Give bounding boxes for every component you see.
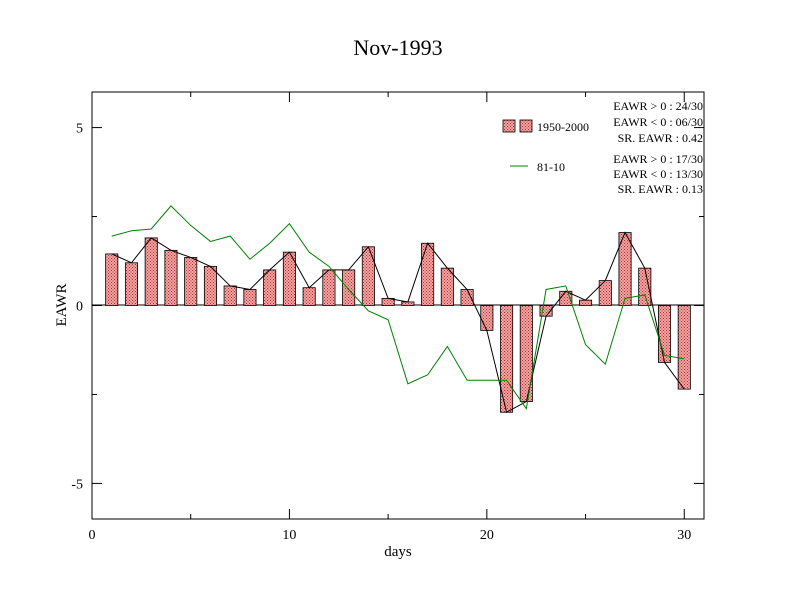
stats-group-1: EAWR > 0 : 24/30 EAWR < 0 : 06/30 SR. EA… (613, 99, 703, 145)
bar-day-14 (361, 246, 375, 306)
stat-81-10-negative: EAWR < 0 : 13/30 (613, 167, 703, 181)
bar-day-1 (105, 253, 119, 306)
bar-day-17 (421, 242, 435, 306)
legend-label-81-10: 81-10 (537, 160, 565, 174)
x-tick-label: 30 (677, 528, 691, 543)
bar-day-9 (263, 269, 277, 306)
y-tick-label: 5 (76, 122, 83, 137)
bar-day-4 (164, 249, 178, 306)
x-tick-label: 20 (480, 528, 494, 543)
bar-day-6 (203, 265, 217, 306)
bar-day-16 (401, 301, 415, 306)
stat-1950-2000-negative: EAWR < 0 : 06/30 (613, 115, 703, 129)
x-axis-label: days (384, 544, 412, 560)
bar-day-3 (144, 237, 158, 306)
bar-day-2 (124, 262, 139, 306)
bar-day-12 (322, 269, 336, 306)
legend-label-1950-2000: 1950-2000 (537, 120, 589, 134)
bar-series-connector (111, 231, 685, 413)
y-tick-label: -5 (71, 477, 83, 492)
bar-day-18 (440, 267, 454, 306)
y-axis-label: EAWR (54, 284, 70, 327)
bar-day-30 (677, 305, 691, 390)
y-tick-label: 0 (76, 300, 83, 315)
legend: 1950-2000 81-10 (502, 119, 589, 174)
axis-ticks: 0 10 20 30 -5 0 5 (71, 92, 704, 543)
bar-day-13 (342, 269, 356, 306)
stat-1950-2000-positive: EAWR > 0 : 24/30 (613, 99, 703, 113)
bar-day-22 (519, 305, 533, 402)
bar-day-5 (184, 257, 198, 306)
stats-group-2: EAWR > 0 : 17/30 EAWR < 0 : 13/30 SR. EA… (613, 152, 703, 196)
x-tick-label: 10 (282, 528, 296, 543)
stat-81-10-sr: SR. EAWR : 0.13 (618, 182, 703, 196)
stat-81-10-positive: EAWR > 0 : 17/30 (613, 152, 703, 166)
line-81-10 (111, 205, 685, 410)
stat-1950-2000-sr: SR. EAWR : 0.42 (618, 131, 703, 145)
x-tick-label: 0 (89, 528, 96, 543)
legend-bar-swatch-1 (502, 119, 516, 133)
bar-day-20 (480, 305, 494, 331)
bar-series (105, 231, 691, 413)
line-series (111, 205, 685, 410)
bar-day-25 (579, 299, 593, 306)
legend-bar-swatch-2 (519, 119, 533, 133)
bar-day-11 (302, 287, 316, 306)
chart-title: Nov-1993 (353, 35, 442, 60)
bar-day-7 (223, 285, 237, 306)
bar-day-8 (243, 289, 257, 306)
